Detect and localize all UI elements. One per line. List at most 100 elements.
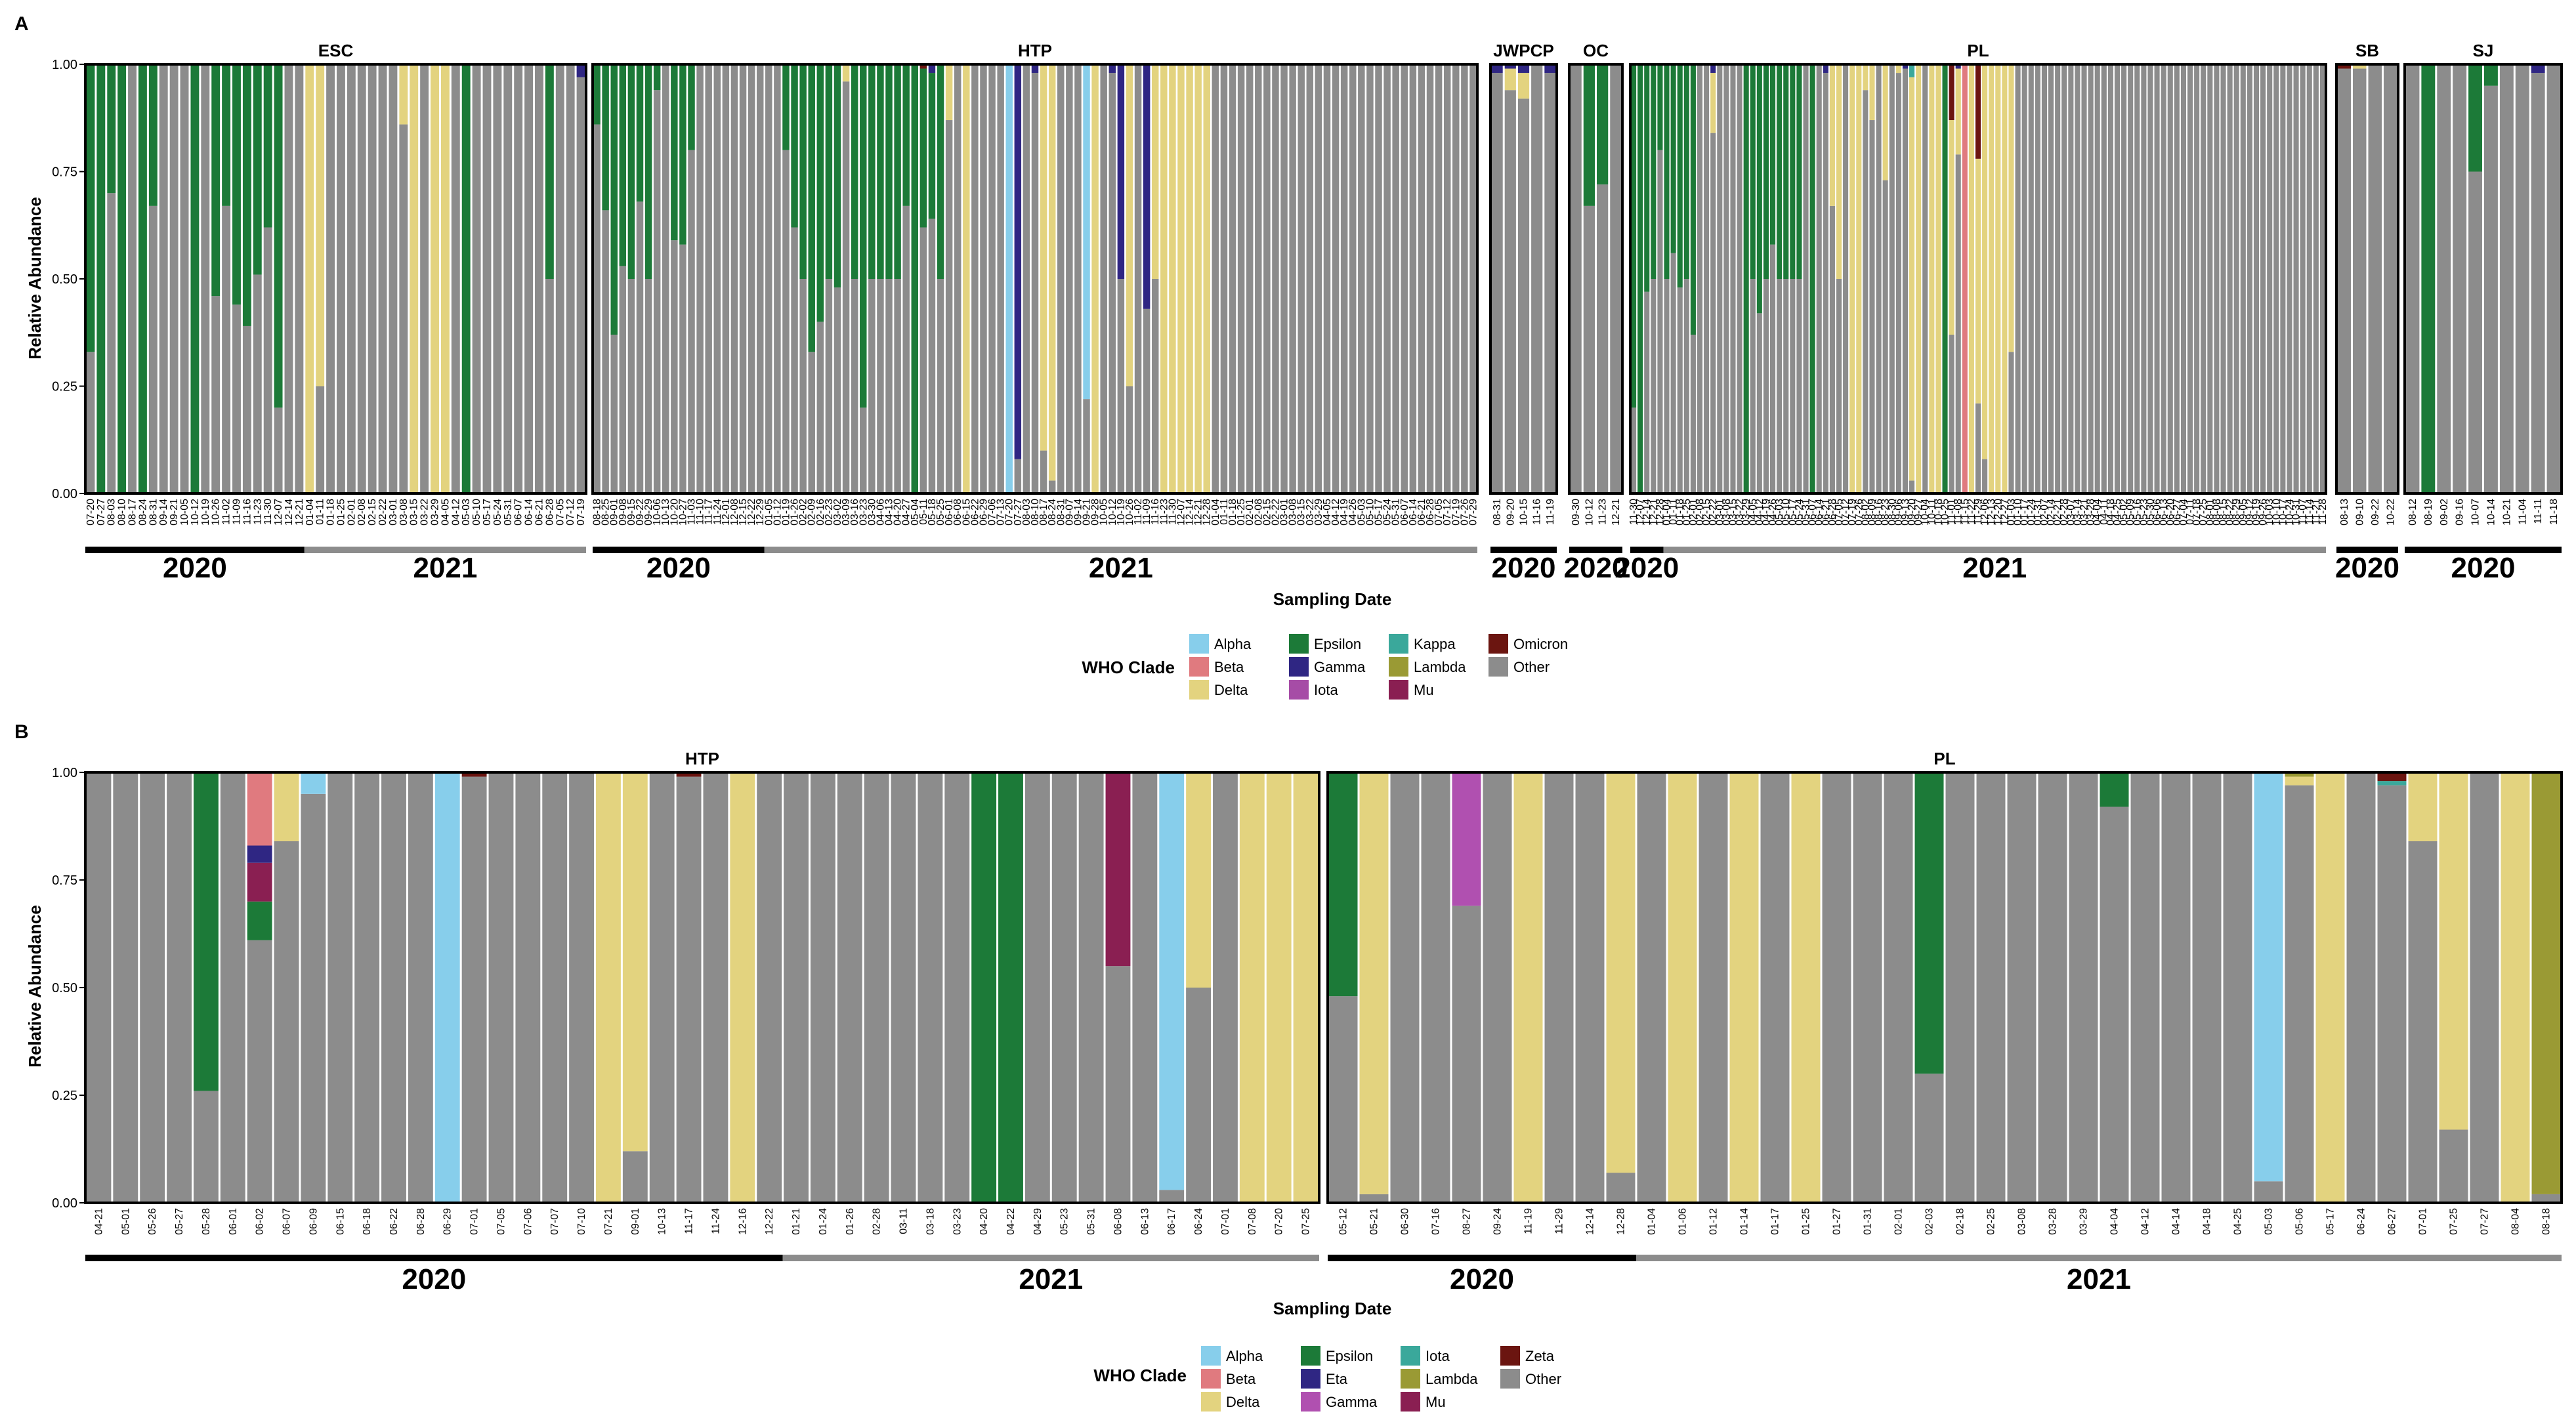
bar-segment-other (1074, 64, 1082, 493)
year-bar-2020 (85, 1255, 783, 1261)
x-tick-label: 04-05 (1322, 499, 1333, 526)
bar-segment-omicron (1975, 64, 1981, 159)
bar-segment-other (810, 772, 835, 1203)
bar-segment-other (784, 772, 809, 1203)
bar-segment-epsilon (644, 64, 652, 279)
facet-frame (1629, 63, 2327, 495)
legend-label: Lambda (1414, 659, 1466, 675)
bar-segment-other (1083, 399, 1090, 493)
bar-segment-epsilon (253, 64, 262, 275)
bar-segment-epsilon (1583, 64, 1595, 206)
x-tick-label: 03-23 (952, 1208, 963, 1235)
bar-segment-other (1699, 772, 1728, 1203)
bar-segment-other (295, 64, 304, 493)
x-tick-label: 08-10 (117, 499, 128, 526)
bar-segment-epsilon (1328, 772, 1358, 997)
x-tick-label: 07-21 (603, 1208, 614, 1235)
x-tick-label: 06-14 (1814, 499, 1825, 526)
bar-segment-other (2081, 64, 2087, 493)
facet-htp: HTP08-1808-2509-0109-0809-1509-2209-2910… (591, 41, 1479, 584)
bar-segment-other (2207, 64, 2213, 493)
bar-segment-other (201, 64, 210, 493)
bar-segment-other (2439, 1129, 2468, 1203)
x-tick-label: 01-04 (1210, 499, 1221, 526)
legend-swatch-delta (1201, 1392, 1221, 1412)
bar-segment-epsilon (1670, 64, 1676, 253)
bar-segment-other (493, 64, 502, 493)
x-tick-label: 07-25 (1301, 1208, 1312, 1235)
bar-segment-gamma (1710, 64, 1716, 73)
x-tick-label: 06-07 (513, 499, 524, 526)
x-tick-label: 04-25 (2112, 499, 2123, 526)
x-tick-label: 10-15 (1519, 499, 1530, 526)
bar-segment-other (1710, 133, 1716, 493)
x-tick-label: 01-24 (2026, 499, 2037, 526)
x-tick-label: 02-08 (1253, 499, 1264, 526)
x-tick-label: 11-14 (2304, 499, 2315, 525)
facet-title: ESC (318, 41, 354, 60)
bar-segment-epsilon (1783, 64, 1789, 279)
x-tick-label: 10-12 (1107, 499, 1118, 526)
x-tick-label: 03-29 (2079, 1208, 2090, 1235)
x-tick-label: 03-21 (2079, 499, 2090, 526)
bar-segment-other (1976, 772, 2006, 1203)
x-tick-label: 11-29 (1973, 499, 1984, 525)
facet-htp: HTP 04-21 05-01 05-26 05-27 05-28 06-01 06-02 06… (84, 749, 1320, 1295)
x-tick-label: 09-27 (1913, 499, 1924, 526)
x-tick-label: 06-07 (1399, 499, 1410, 526)
x-tick-label: 01-18 (326, 499, 337, 526)
bar-segment-delta (1359, 772, 1389, 1194)
x-tick-label: 09-05 (2238, 499, 2249, 526)
x-tick-label: 11-03 (686, 499, 698, 525)
year-bar-2021 (782, 1255, 1319, 1261)
legend-swatch-delta (1189, 680, 1209, 700)
x-tick-label: 11-11 (2533, 499, 2544, 524)
bar-segment-other (1717, 64, 1723, 493)
legend-swatch-iota (1289, 680, 1309, 700)
bar-segment-epsilon (1770, 64, 1776, 245)
bar-segment-other (842, 81, 850, 493)
bar-segment-other (2069, 772, 2098, 1203)
legend-swatch-kappa (1389, 634, 1408, 654)
x-tick-label: 07-27 (2480, 1208, 2491, 1235)
legend-label: Alpha (1214, 636, 1252, 652)
x-tick-label: 02-18 (1955, 1208, 1966, 1235)
legend-swatch-lambda (1401, 1369, 1420, 1389)
bar-segment-other (1246, 64, 1254, 493)
bar-segment-other (2253, 64, 2260, 493)
bar-segment-epsilon (274, 64, 283, 408)
x-tick-label: 05-01 (120, 1208, 131, 1235)
bar-segment-epsilon (688, 64, 695, 150)
facet-title: PL (1933, 749, 1955, 768)
facet-frame (1489, 63, 1558, 495)
bar-segment-delta (1968, 64, 1974, 493)
x-tick-label: 06-14 (1408, 499, 1419, 526)
bar-segment-epsilon (851, 64, 858, 279)
bar-segment-other (1392, 64, 1399, 493)
x-tick-label: 07-01 (2418, 1208, 2429, 1235)
bar-segment-kappa (1909, 64, 1915, 77)
x-tick-label: 11-23 (1158, 499, 1170, 525)
bar-segment-other (1914, 1074, 1944, 1203)
x-tick-label: 05-17 (1787, 499, 1798, 526)
bar-segment-other (2161, 64, 2166, 493)
bar-segment-gamma (1517, 64, 1530, 73)
x-tick-label: 10-26 (211, 499, 222, 526)
bar-segment-other (1366, 64, 1374, 493)
bar-segment-other (757, 772, 782, 1203)
facet-title: OC (1583, 41, 1609, 60)
bar-segment-delta (1929, 64, 1935, 493)
bar-segment-other (2293, 64, 2299, 493)
bar-segment-epsilon (791, 64, 798, 228)
x-tick-label: 01-18 (1227, 499, 1238, 526)
bar-segment-delta (1186, 772, 1212, 988)
bar-segment-epsilon (148, 64, 158, 206)
year-label: 2020 (2451, 552, 2516, 584)
bar-segment-other (696, 64, 704, 493)
x-tick-label: 01-11 (1219, 499, 1230, 525)
bar-segment-delta (1949, 120, 1954, 335)
bar-segment-eta (247, 845, 272, 863)
x-tick-label: 03-15 (409, 499, 420, 526)
x-tick-label: 08-17 (127, 499, 138, 526)
x-tick-label: 11-15 (1960, 499, 1971, 525)
